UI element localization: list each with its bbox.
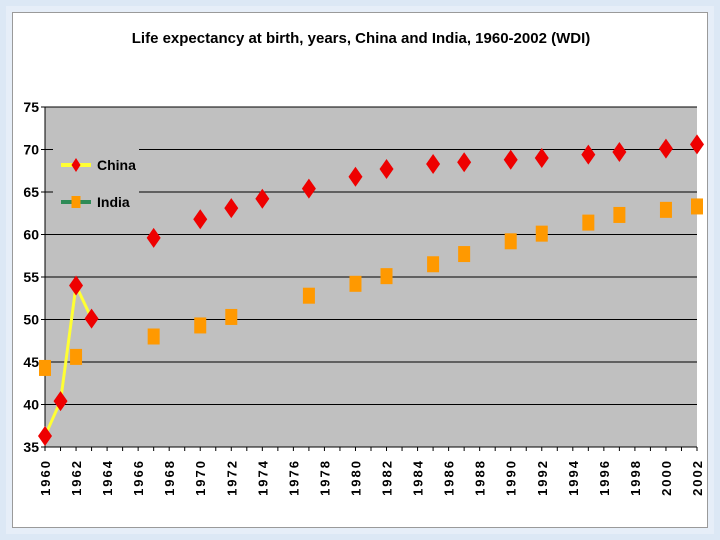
y-tick-label: 65 (23, 184, 39, 200)
life-expectancy-chart: Life expectancy at birth, years, China a… (23, 30, 705, 496)
china-point (612, 142, 627, 163)
legend: China India (53, 141, 139, 221)
china-point (84, 308, 99, 329)
india-point (380, 268, 393, 285)
y-tick-label: 50 (23, 312, 39, 328)
china-point (426, 153, 441, 174)
chart-title: Life expectancy at birth, years, China a… (132, 30, 590, 47)
china-point (379, 159, 394, 180)
china-point (457, 152, 472, 173)
y-tick-label: 40 (23, 397, 39, 413)
x-tick-label: 2000 (659, 459, 674, 496)
x-tick-label: 1968 (162, 459, 177, 496)
china-point (581, 144, 596, 165)
india-point (613, 206, 626, 223)
x-tick-label: 2002 (690, 459, 705, 496)
india-point (194, 317, 207, 334)
legend-india-label: India (97, 194, 130, 210)
india-point (659, 201, 672, 218)
china-point (255, 188, 270, 209)
china-point (658, 138, 673, 159)
china-line (43, 280, 93, 437)
x-tick-label: 1974 (255, 459, 270, 496)
x-tick-label: 1978 (317, 459, 332, 496)
x-tick-label: 1982 (380, 459, 395, 496)
chart-area: Life expectancy at birth, years, China a… (12, 12, 708, 528)
x-tick-label: 1964 (100, 459, 115, 496)
series-china (38, 134, 704, 446)
y-tick-label: 70 (23, 142, 39, 158)
y-tick-label: 55 (23, 269, 39, 285)
legend-china-diamond-icon (71, 158, 81, 172)
china-point (224, 198, 239, 219)
china-point (53, 391, 68, 412)
china-point (348, 166, 363, 187)
india-point (225, 308, 238, 325)
china-point (38, 425, 52, 446)
x-tick-label: 1976 (286, 459, 301, 496)
legend-china-label: China (97, 157, 136, 173)
series-layer (38, 134, 704, 446)
india-point (691, 198, 703, 215)
india-point (458, 246, 471, 263)
y-tick-label: 75 (23, 99, 39, 115)
india-point (504, 233, 517, 250)
x-tick-label: 1970 (193, 459, 208, 496)
india-point (302, 287, 315, 304)
legend-box (53, 141, 139, 221)
china-point (534, 148, 549, 168)
india-point (39, 359, 51, 376)
india-point (427, 256, 440, 273)
x-tick-label: 1986 (442, 459, 457, 496)
x-tick-label: 1998 (628, 459, 643, 496)
x-tick-label: 1980 (348, 459, 363, 496)
china-point (301, 178, 316, 199)
x-tick-label: 1992 (535, 459, 550, 496)
china-point (690, 134, 704, 155)
x-tick-labels: 1960 1962 1964 1966 1968 1970 1972 1974 1976 1978… (38, 447, 705, 496)
india-point (349, 275, 362, 292)
india-point (147, 328, 160, 345)
x-tick-label: 1994 (566, 459, 581, 496)
x-tick-label: 1962 (69, 459, 84, 496)
x-tick-label: 1972 (224, 459, 239, 496)
y-tick-label: 35 (23, 439, 39, 455)
x-tick-label: 1984 (411, 459, 426, 496)
china-point (146, 227, 161, 248)
legend-india-square-icon (71, 196, 81, 208)
china-point (69, 275, 84, 296)
x-tick-label: 1988 (473, 459, 488, 496)
india-point (582, 214, 595, 231)
y-tick-labels: 35 40 45 50 55 60 65 70 75 (23, 99, 45, 455)
x-tick-label: 1996 (597, 459, 612, 496)
x-tick-label: 1960 (38, 459, 53, 496)
india-point (535, 225, 548, 242)
x-tick-label: 1990 (504, 459, 519, 496)
series-india (39, 198, 703, 376)
china-point (503, 149, 518, 170)
india-point (70, 348, 83, 365)
y-tick-label: 60 (23, 227, 39, 243)
y-tick-label: 45 (23, 354, 39, 370)
china-point (193, 209, 208, 230)
x-tick-label: 1966 (131, 459, 146, 496)
